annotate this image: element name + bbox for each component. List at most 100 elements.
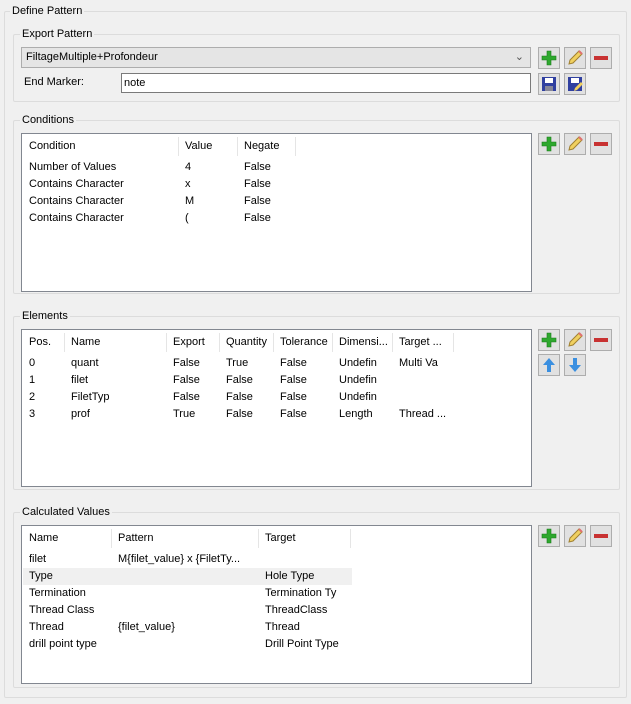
save-as-icon — [567, 76, 583, 92]
pencil-icon — [566, 49, 584, 67]
column-header[interactable]: Pattern — [112, 529, 259, 548]
elements-move-down-button[interactable] — [564, 354, 586, 376]
conditions-group — [13, 120, 620, 294]
table-cell: True — [173, 408, 196, 420]
table-cell: FiletTyp — [71, 391, 110, 403]
table-cell: Thread — [265, 621, 300, 633]
table-cell: False — [244, 195, 271, 207]
plus-icon — [541, 136, 557, 152]
table-row[interactable]: Termination Termination Ty — [23, 585, 352, 602]
table-cell: Undefin — [339, 374, 377, 386]
column-header[interactable]: Condition — [23, 137, 179, 156]
column-header[interactable]: Name — [23, 529, 112, 548]
table-cell: ( — [185, 212, 189, 224]
table-cell: 1 — [29, 374, 36, 386]
column-header[interactable]: Export — [167, 333, 220, 352]
calculated-values-list[interactable]: Name Pattern Target filet M{filet_value} x {… — [21, 525, 532, 684]
conditions-list[interactable]: Condition Value Negate Number of Values 4 Fal… — [21, 133, 532, 292]
calculated-values-group — [13, 512, 620, 688]
column-header[interactable]: Quantity — [220, 333, 274, 352]
table-row[interactable]: Number of Values 4 False — [23, 159, 297, 176]
plus-icon — [541, 332, 557, 348]
column-header[interactable]: Tolerance — [274, 333, 333, 352]
table-cell: x — [185, 178, 191, 190]
table-cell: 4 — [185, 161, 192, 173]
table-cell: Hole Type — [265, 570, 315, 582]
table-cell: Undefin — [339, 391, 377, 403]
conditions-title: Conditions — [20, 114, 76, 127]
table-cell: 2 — [29, 391, 36, 403]
export-save-as-button[interactable] — [564, 73, 586, 95]
column-header[interactable]: Negate — [238, 137, 296, 156]
table-cell: drill point type — [29, 638, 97, 650]
conditions-add-button[interactable] — [538, 133, 560, 155]
table-cell: Termination — [29, 587, 86, 599]
table-cell: Termination Ty — [265, 587, 337, 599]
end-marker-label: End Marker: — [24, 76, 84, 88]
table-cell: False — [226, 408, 253, 420]
end-marker-input[interactable] — [121, 73, 531, 93]
save-icon — [541, 76, 557, 92]
table-cell: False — [244, 212, 271, 224]
elements-add-button[interactable] — [538, 329, 560, 351]
export-remove-button[interactable] — [590, 47, 612, 69]
elements-list[interactable]: Pos. Name Export Quantity Tolerance Dimensi..… — [21, 329, 532, 487]
column-header[interactable]: Name — [65, 333, 167, 352]
export-add-button[interactable] — [538, 47, 560, 69]
pencil-icon — [566, 331, 584, 349]
table-cell: M{filet_value} x {FiletTy... — [118, 553, 241, 565]
table-row[interactable]: Contains Character x False — [23, 176, 297, 193]
calculated-remove-button[interactable] — [590, 525, 612, 547]
column-header[interactable]: Dimensi... — [333, 333, 393, 352]
table-cell: ThreadClass — [265, 604, 328, 616]
table-row[interactable]: Thread Class ThreadClass — [23, 602, 352, 619]
table-cell: 3 — [29, 408, 36, 420]
table-row[interactable]: Thread {filet_value} Thread — [23, 619, 352, 636]
table-cell: {filet_value} — [118, 621, 175, 633]
calculated-add-button[interactable] — [538, 525, 560, 547]
define-pattern-group — [4, 11, 627, 698]
elements-title: Elements — [20, 310, 70, 323]
plus-icon — [541, 528, 557, 544]
table-cell: prof — [71, 408, 90, 420]
export-pattern-group — [13, 34, 620, 102]
table-cell: False — [226, 391, 253, 403]
table-row[interactable]: 3 prof True False False Length Thread ... — [23, 406, 455, 423]
table-cell: False — [226, 374, 253, 386]
table-row[interactable]: 0 quant False True False Undefin Multi Va — [23, 355, 455, 372]
table-row[interactable]: filet M{filet_value} x {FiletTy... — [23, 551, 352, 568]
table-cell: False — [280, 374, 307, 386]
elements-remove-button[interactable] — [590, 329, 612, 351]
pattern-select[interactable]: FiltageMultiple+Profondeur ⌄ — [21, 47, 531, 68]
table-cell: Contains Character — [29, 195, 124, 207]
pencil-icon — [566, 527, 584, 545]
table-row[interactable]: 2 FiletTyp False False False Undefin — [23, 389, 455, 406]
conditions-edit-button[interactable] — [564, 133, 586, 155]
table-row[interactable]: Type Hole Type — [23, 568, 352, 585]
elements-move-up-button[interactable] — [538, 354, 560, 376]
calculated-edit-button[interactable] — [564, 525, 586, 547]
column-header[interactable]: Pos. — [23, 333, 65, 352]
table-row[interactable]: Contains Character (False — [23, 210, 297, 227]
column-header[interactable]: Target ... — [393, 333, 454, 352]
minus-icon — [593, 50, 609, 66]
table-cell: False — [280, 408, 307, 420]
calculated-values-title: Calculated Values — [20, 506, 112, 519]
elements-edit-button[interactable] — [564, 329, 586, 351]
export-pattern-title: Export Pattern — [20, 28, 95, 41]
table-row[interactable]: 1 filet False False False Undefin — [23, 372, 455, 389]
conditions-remove-button[interactable] — [590, 133, 612, 155]
plus-icon — [541, 50, 557, 66]
pattern-select-value: FiltageMultiple+Profondeur — [26, 51, 158, 63]
export-save-button[interactable] — [538, 73, 560, 95]
table-cell: Contains Character — [29, 178, 124, 190]
column-header[interactable]: Target — [259, 529, 351, 548]
table-cell: False — [280, 357, 307, 369]
table-cell: False — [244, 161, 271, 173]
column-header[interactable]: Value — [179, 137, 238, 156]
table-cell: Thread ... — [399, 408, 447, 420]
export-edit-button[interactable] — [564, 47, 586, 69]
table-row[interactable]: drill point type Drill Point Type — [23, 636, 352, 653]
table-cell: filet — [29, 553, 47, 565]
table-row[interactable]: Contains Character M False — [23, 193, 297, 210]
